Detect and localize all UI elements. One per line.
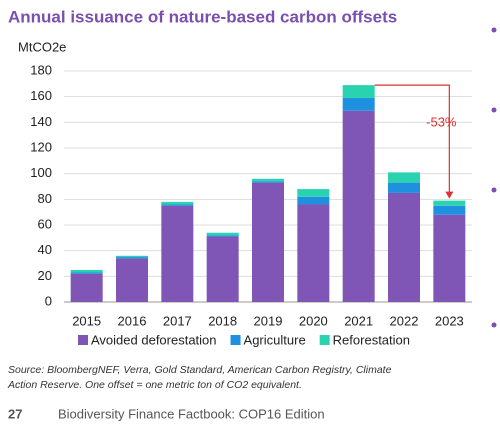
x-tick-label: 2023 <box>435 313 464 328</box>
source-note: Action Reserve. One offset = one metric … <box>7 379 302 391</box>
x-tick-label: 2019 <box>254 313 283 328</box>
legend-label: Agriculture <box>244 332 306 347</box>
bar-segment <box>206 236 239 302</box>
chart-title: Annual issuance of nature-based carbon o… <box>8 7 397 26</box>
x-tick-label: 2022 <box>390 313 419 328</box>
y-tick-label: 0 <box>45 293 52 308</box>
bullet <box>491 187 497 193</box>
y-tick-label: 80 <box>38 191 52 206</box>
bar-segment <box>161 205 194 302</box>
y-tick-label: 120 <box>30 139 52 154</box>
source-note: Source: BloombergNEF, Verra, Gold Standa… <box>8 364 392 376</box>
bar-segment <box>116 257 148 259</box>
footer-text: Biodiversity Finance Factbook: COP16 Edi… <box>58 406 325 421</box>
bar-segment <box>342 110 375 303</box>
bar-segment <box>161 201 194 205</box>
legend-swatch <box>319 335 330 345</box>
bar-segment <box>252 181 284 183</box>
bar-segment <box>116 258 148 302</box>
legend-label: Reforestation <box>333 332 410 347</box>
y-tick-label: 180 <box>30 62 52 77</box>
bar-segment <box>70 269 103 273</box>
arrow-head <box>445 191 454 199</box>
bar-segment <box>388 172 420 183</box>
y-tick-label: 60 <box>38 216 52 231</box>
bar-segment <box>116 255 148 258</box>
bar-segment <box>433 205 466 215</box>
bar-segment <box>433 200 466 206</box>
bar-segment <box>297 189 330 197</box>
y-tick-label: 20 <box>38 268 52 283</box>
page-number: 27 <box>8 406 22 421</box>
x-tick-label: 2018 <box>208 313 237 328</box>
bullet <box>491 107 497 113</box>
bar-segment <box>161 204 194 206</box>
legend-swatch <box>78 335 88 345</box>
y-tick-label: 140 <box>30 114 52 129</box>
bar-segment <box>206 232 239 236</box>
bar-segment <box>433 214 466 302</box>
y-tick-label: 100 <box>30 165 52 180</box>
y-tick-label: 160 <box>30 88 52 103</box>
bar-segment <box>252 178 284 182</box>
bullet <box>491 27 497 33</box>
bar-segment <box>297 204 330 302</box>
x-tick-label: 2016 <box>118 313 147 328</box>
bar-segment <box>342 85 375 98</box>
x-tick-label: 2021 <box>344 313 373 328</box>
bar-segment <box>297 196 330 205</box>
bar-segment <box>388 192 420 302</box>
bar-segment <box>342 97 375 111</box>
bar-segment <box>252 182 284 302</box>
annotation-arrow <box>374 84 450 195</box>
x-tick-label: 2015 <box>72 313 101 328</box>
bar-segment <box>70 273 103 302</box>
y-tick-label: 40 <box>38 242 52 257</box>
bar-segment <box>70 272 103 274</box>
bar-segment <box>388 182 420 193</box>
x-tick-label: 2020 <box>299 313 328 328</box>
annotation-label: -53% <box>426 114 457 129</box>
x-tick-label: 2017 <box>163 313 192 328</box>
legend-swatch <box>230 335 241 345</box>
bullet <box>491 322 497 328</box>
legend-label: Avoided deforestation <box>91 332 217 347</box>
y-axis-label: MtCO2e <box>18 39 66 54</box>
bar-segment <box>206 235 239 237</box>
